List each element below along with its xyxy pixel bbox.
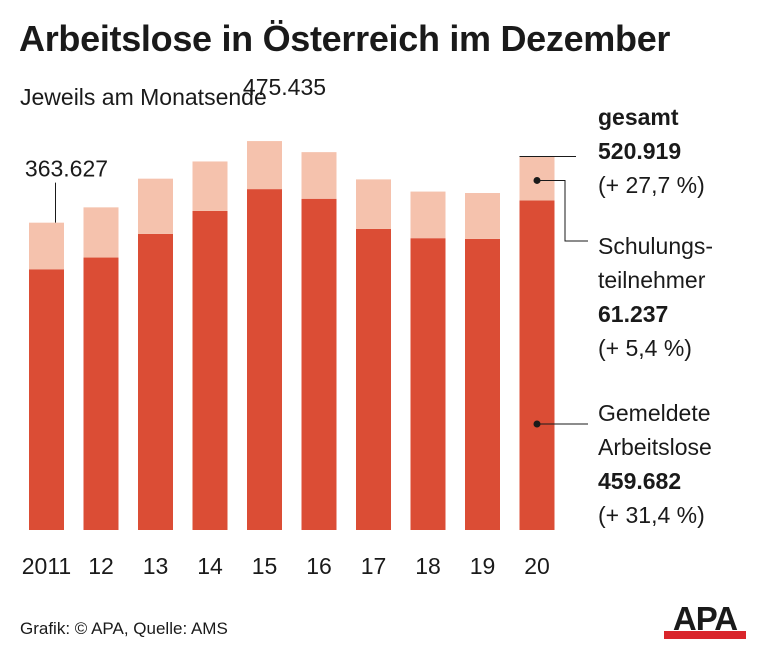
bar-schulung-15 <box>247 141 282 190</box>
x-tick-label: 14 <box>197 553 223 579</box>
bar-arbeitslose-2011 <box>29 269 64 530</box>
value-label: 363.627 <box>25 156 108 182</box>
bar-schulung-14 <box>192 161 228 211</box>
legend-gemeldete-label-2: Arbeitslose <box>598 434 712 460</box>
x-tick-label: 2011 <box>22 553 71 579</box>
bar-schulung-13 <box>138 178 173 234</box>
bar-schulung-17 <box>356 179 391 229</box>
bar-arbeitslose-14 <box>192 210 228 530</box>
x-tick-label: 13 <box>143 553 169 579</box>
chart-title: Arbeitslose in Österreich im Dezember <box>19 18 671 59</box>
legend-gemeldete-change: (+ 31,4 %) <box>598 502 705 528</box>
legend-schulung-label-2: teilnehmer <box>598 267 706 293</box>
legend-schulung-change: (+ 5,4 %) <box>598 335 692 361</box>
x-tick-label: 18 <box>415 553 441 579</box>
legend-gesamt-change: (+ 27,7 %) <box>598 172 705 198</box>
bar-arbeitslose-15 <box>247 189 282 530</box>
apa-logo: APA <box>664 600 746 639</box>
legend-gesamt: gesamt 520.919 (+ 27,7 %) <box>598 100 705 202</box>
legend-schulung-value: 61.237 <box>598 301 669 327</box>
legend-schulung-label-1: Schulungs- <box>598 233 714 259</box>
legend-schulung: Schulungs- teilnehmer 61.237 (+ 5,4 %) <box>598 229 713 365</box>
source-note: Grafik: © APA, Quelle: AMS <box>20 619 228 638</box>
x-tick-label: 12 <box>88 553 114 579</box>
bar-schulung-18 <box>410 191 446 239</box>
apa-logo-text: APA <box>672 600 738 637</box>
legend-gesamt-value: 520.919 <box>598 138 682 164</box>
bar-arbeitslose-13 <box>138 233 173 530</box>
bar-arbeitslose-12 <box>83 257 119 530</box>
bar-schulung-16 <box>301 152 337 199</box>
bar-arbeitslose-20 <box>519 200 555 530</box>
x-tick-label: 15 <box>252 553 278 579</box>
bar-arbeitslose-19 <box>465 238 500 530</box>
x-tick-label: 16 <box>306 553 332 579</box>
bar-arbeitslose-17 <box>356 228 391 531</box>
bar-arbeitslose-18 <box>410 238 446 530</box>
apa-logo-bar <box>664 631 746 639</box>
bar-arbeitslose-16 <box>301 198 337 530</box>
value-label: 475.435 <box>243 74 326 100</box>
leader-schulung <box>537 179 588 242</box>
legend-gemeldete-value: 459.682 <box>598 468 682 494</box>
bar-schulung-19 <box>465 193 500 239</box>
bar-schulung-2011 <box>29 222 64 270</box>
chart-subtitle: Jeweils am Monatsende <box>20 84 267 110</box>
bar-schulung-12 <box>83 207 119 258</box>
legend-gemeldete: Gemeldete Arbeitslose 459.682 (+ 31,4 %) <box>598 396 712 532</box>
legend-gemeldete-label-1: Gemeldete <box>598 400 711 426</box>
legend-gesamt-label: gesamt <box>598 104 679 130</box>
x-tick-label: 20 <box>524 553 550 579</box>
x-tick-label: 17 <box>361 553 387 579</box>
x-tick-label: 19 <box>470 553 496 579</box>
